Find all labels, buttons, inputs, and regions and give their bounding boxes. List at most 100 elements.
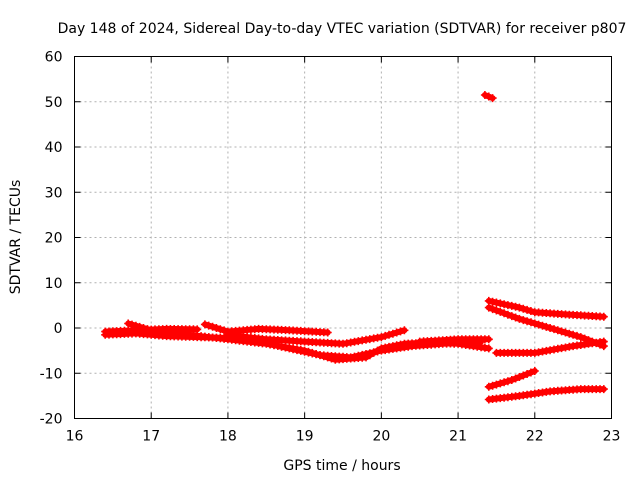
axis-ticks (74, 56, 612, 419)
data-point (488, 94, 497, 103)
data-point (569, 330, 578, 339)
data-point (507, 376, 516, 384)
data-point (519, 304, 528, 313)
x-tick-labels: 16 17 18 19 20 21 22 23 (66, 429, 621, 445)
data-point (527, 318, 535, 327)
data-point (576, 333, 585, 342)
data-point (599, 312, 608, 321)
data-point (323, 328, 332, 337)
data-point (484, 382, 493, 391)
data-point (515, 314, 524, 323)
data-point (515, 373, 524, 381)
data-point (204, 321, 213, 330)
chart-title: Day 148 of 2024, Sidereal Day-to-day VTE… (58, 21, 627, 37)
data-point (212, 324, 221, 332)
data-point (573, 331, 581, 340)
data-point (319, 352, 328, 361)
series-track-11 (484, 367, 539, 391)
y-tick-label: -10 (40, 366, 63, 382)
series-track-10 (492, 337, 608, 357)
y-tick-label: 30 (45, 185, 63, 201)
x-tick-label: 23 (603, 429, 621, 445)
data-point (507, 312, 516, 321)
data-point (488, 381, 497, 390)
x-tick-label: 17 (142, 429, 160, 445)
data-point (304, 347, 313, 356)
data-point (530, 367, 539, 375)
data-point (492, 298, 501, 307)
grid (74, 56, 612, 419)
y-axis-label: SDTVAR / TECUs (8, 180, 24, 295)
data-point (511, 374, 520, 383)
data-point (323, 353, 332, 362)
data-point (561, 328, 570, 337)
data-point (553, 326, 562, 335)
y-tick-label: 20 (45, 231, 63, 247)
data-point (135, 322, 144, 331)
data-point (526, 307, 535, 315)
data-point (500, 309, 509, 318)
x-tick-label: 20 (372, 429, 390, 445)
data-point (484, 335, 493, 344)
data-point (392, 328, 401, 337)
y-tick-label: 0 (54, 321, 63, 337)
data-point (496, 307, 505, 316)
data-point (503, 310, 512, 319)
y-tick-label: -20 (40, 412, 63, 428)
data-point (523, 317, 532, 326)
data-point (484, 296, 493, 305)
data-point (300, 346, 309, 355)
data-point (488, 305, 497, 314)
data-point (515, 303, 524, 312)
data-point (538, 321, 547, 330)
data-point (542, 322, 551, 331)
data-point (396, 340, 405, 349)
data-point (496, 379, 505, 388)
data-point (523, 305, 532, 314)
data-point (124, 319, 133, 328)
data-series (101, 91, 608, 404)
y-tick-labels: -20 -10 0 10 20 30 40 50 60 (40, 50, 63, 428)
data-point (526, 368, 535, 377)
data-point (565, 329, 574, 338)
data-point (557, 327, 566, 336)
data-point (500, 300, 509, 309)
data-point (534, 320, 543, 329)
data-point (316, 351, 324, 360)
data-point (599, 385, 608, 394)
y-tick-label: 60 (45, 50, 63, 66)
data-point (492, 306, 501, 315)
data-point (388, 342, 397, 351)
data-point (550, 325, 558, 334)
series-track-8 (484, 296, 608, 321)
data-point (400, 326, 409, 335)
data-point (511, 302, 520, 311)
data-point (220, 326, 229, 335)
series-track-5 (223, 326, 409, 348)
series-track-12 (484, 385, 608, 404)
data-point (484, 344, 493, 353)
series-track-7 (480, 91, 497, 103)
data-point (208, 322, 217, 331)
data-point (546, 324, 555, 332)
data-point (503, 377, 512, 386)
x-tick-label: 16 (66, 429, 84, 445)
y-tick-label: 10 (45, 276, 63, 292)
data-point (511, 313, 520, 322)
data-point (131, 321, 140, 330)
data-point (377, 333, 386, 342)
data-point (381, 331, 390, 340)
y-tick-label: 50 (45, 95, 63, 111)
data-point (523, 370, 532, 378)
data-point (396, 327, 405, 336)
series-track-6 (415, 335, 493, 346)
data-point (128, 320, 136, 329)
data-point (480, 91, 489, 99)
data-point (500, 378, 509, 387)
data-point (327, 354, 336, 363)
data-point (388, 329, 397, 338)
data-point (492, 380, 501, 389)
x-tick-label: 18 (219, 429, 237, 445)
y-tick-label: 40 (45, 140, 63, 156)
